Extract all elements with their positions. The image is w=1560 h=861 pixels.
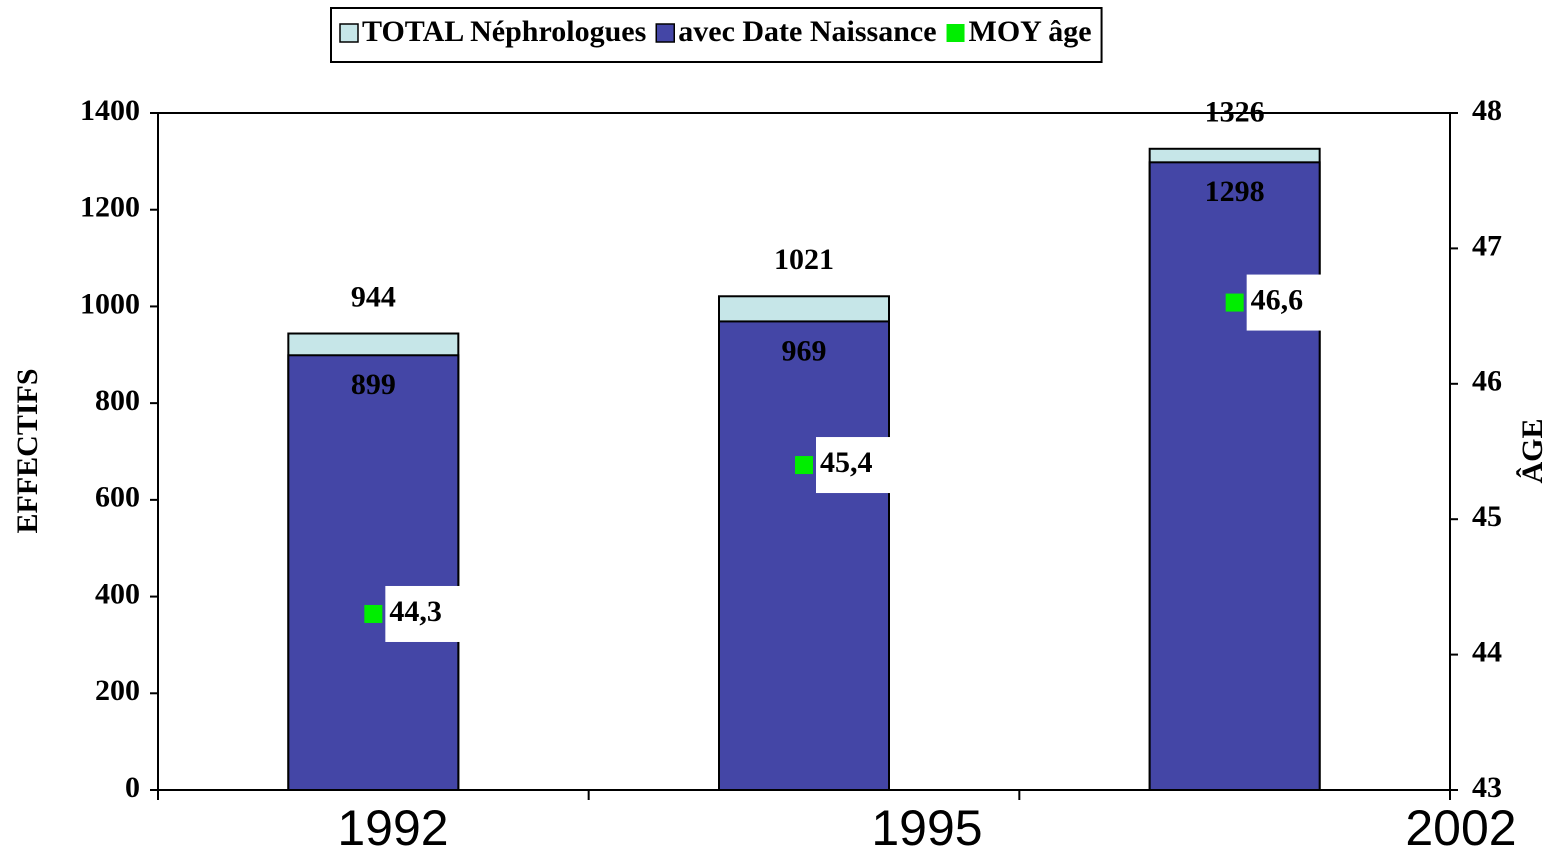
label-box: [816, 437, 902, 494]
bar: [1148, 161, 1321, 791]
y2-tick-label: 45: [1472, 500, 1502, 533]
bar-label: 1298: [1205, 175, 1265, 208]
bar-label: 969: [782, 334, 827, 367]
point: [1225, 293, 1244, 312]
y-tick-label: 800: [95, 384, 140, 417]
y-axis-title: EFFECTIFS: [11, 368, 44, 533]
y2-tick-label: 47: [1472, 229, 1502, 262]
legend-swatch: [655, 23, 675, 43]
legend-swatch: [339, 23, 359, 43]
y-tick-label: 400: [95, 577, 140, 610]
bar-label: 1021: [774, 243, 834, 276]
bar-label: 1326: [1205, 96, 1265, 129]
y2-axis-title: ÂGE: [1516, 418, 1549, 483]
y2-tick-label: 44: [1472, 635, 1502, 668]
y-tick-label: 200: [95, 674, 140, 707]
bar-label: 944: [351, 280, 396, 313]
legend-swatch: [946, 24, 965, 42]
point: [795, 456, 813, 475]
label-box: [1246, 274, 1333, 331]
x-tick-label: 2002: [1405, 800, 1516, 856]
bar: [718, 320, 890, 791]
y-tick-label: 600: [95, 481, 140, 514]
y2-tick-label: 46: [1472, 365, 1502, 398]
x-tick-label: 1992: [337, 800, 448, 856]
point-label: 45,4: [820, 446, 873, 479]
legend-label: TOTAL Néphrologues: [362, 15, 646, 48]
legend-box: [330, 7, 1103, 63]
y-tick-label: 1000: [80, 287, 140, 320]
y2-tick-label: 43: [1472, 771, 1502, 804]
x-tick-label: 1995: [871, 800, 982, 856]
y-tick-label: 1400: [80, 94, 140, 127]
legend-label: MOY âge: [969, 15, 1092, 48]
bar: [287, 354, 460, 791]
legend-label: avec Date Naissance: [678, 15, 936, 48]
y-tick-label: 0: [125, 771, 140, 804]
y-tick-label: 1200: [80, 191, 140, 224]
point-label: 46,6: [1251, 283, 1304, 316]
label-box: [385, 585, 472, 642]
bar-label: 899: [351, 368, 396, 401]
y2-tick-label: 48: [1472, 94, 1502, 127]
point: [364, 604, 383, 623]
point-label: 44,3: [389, 595, 442, 628]
